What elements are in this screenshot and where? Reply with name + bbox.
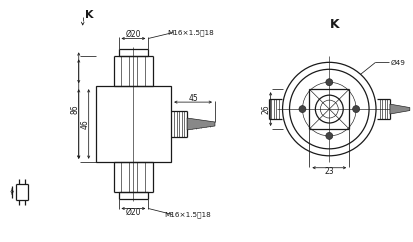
Text: Ø20: Ø20 [126,30,141,39]
Circle shape [326,79,333,86]
Text: 26: 26 [261,104,270,114]
Circle shape [326,132,333,139]
Circle shape [299,106,306,113]
Text: K: K [85,10,94,20]
Text: 23: 23 [325,167,334,176]
Text: 45: 45 [188,94,198,103]
Text: 86: 86 [70,104,79,114]
Text: K: K [330,18,339,31]
Text: 46: 46 [80,119,89,129]
Polygon shape [390,104,410,114]
Text: Ø20: Ø20 [126,208,141,217]
Text: M16×1.5深18: M16×1.5深18 [165,211,211,218]
Text: Ø49: Ø49 [390,59,405,65]
Polygon shape [187,118,215,130]
Bar [96,86,171,162]
Text: M16×1.5深18: M16×1.5深18 [168,29,214,36]
Circle shape [353,106,360,113]
